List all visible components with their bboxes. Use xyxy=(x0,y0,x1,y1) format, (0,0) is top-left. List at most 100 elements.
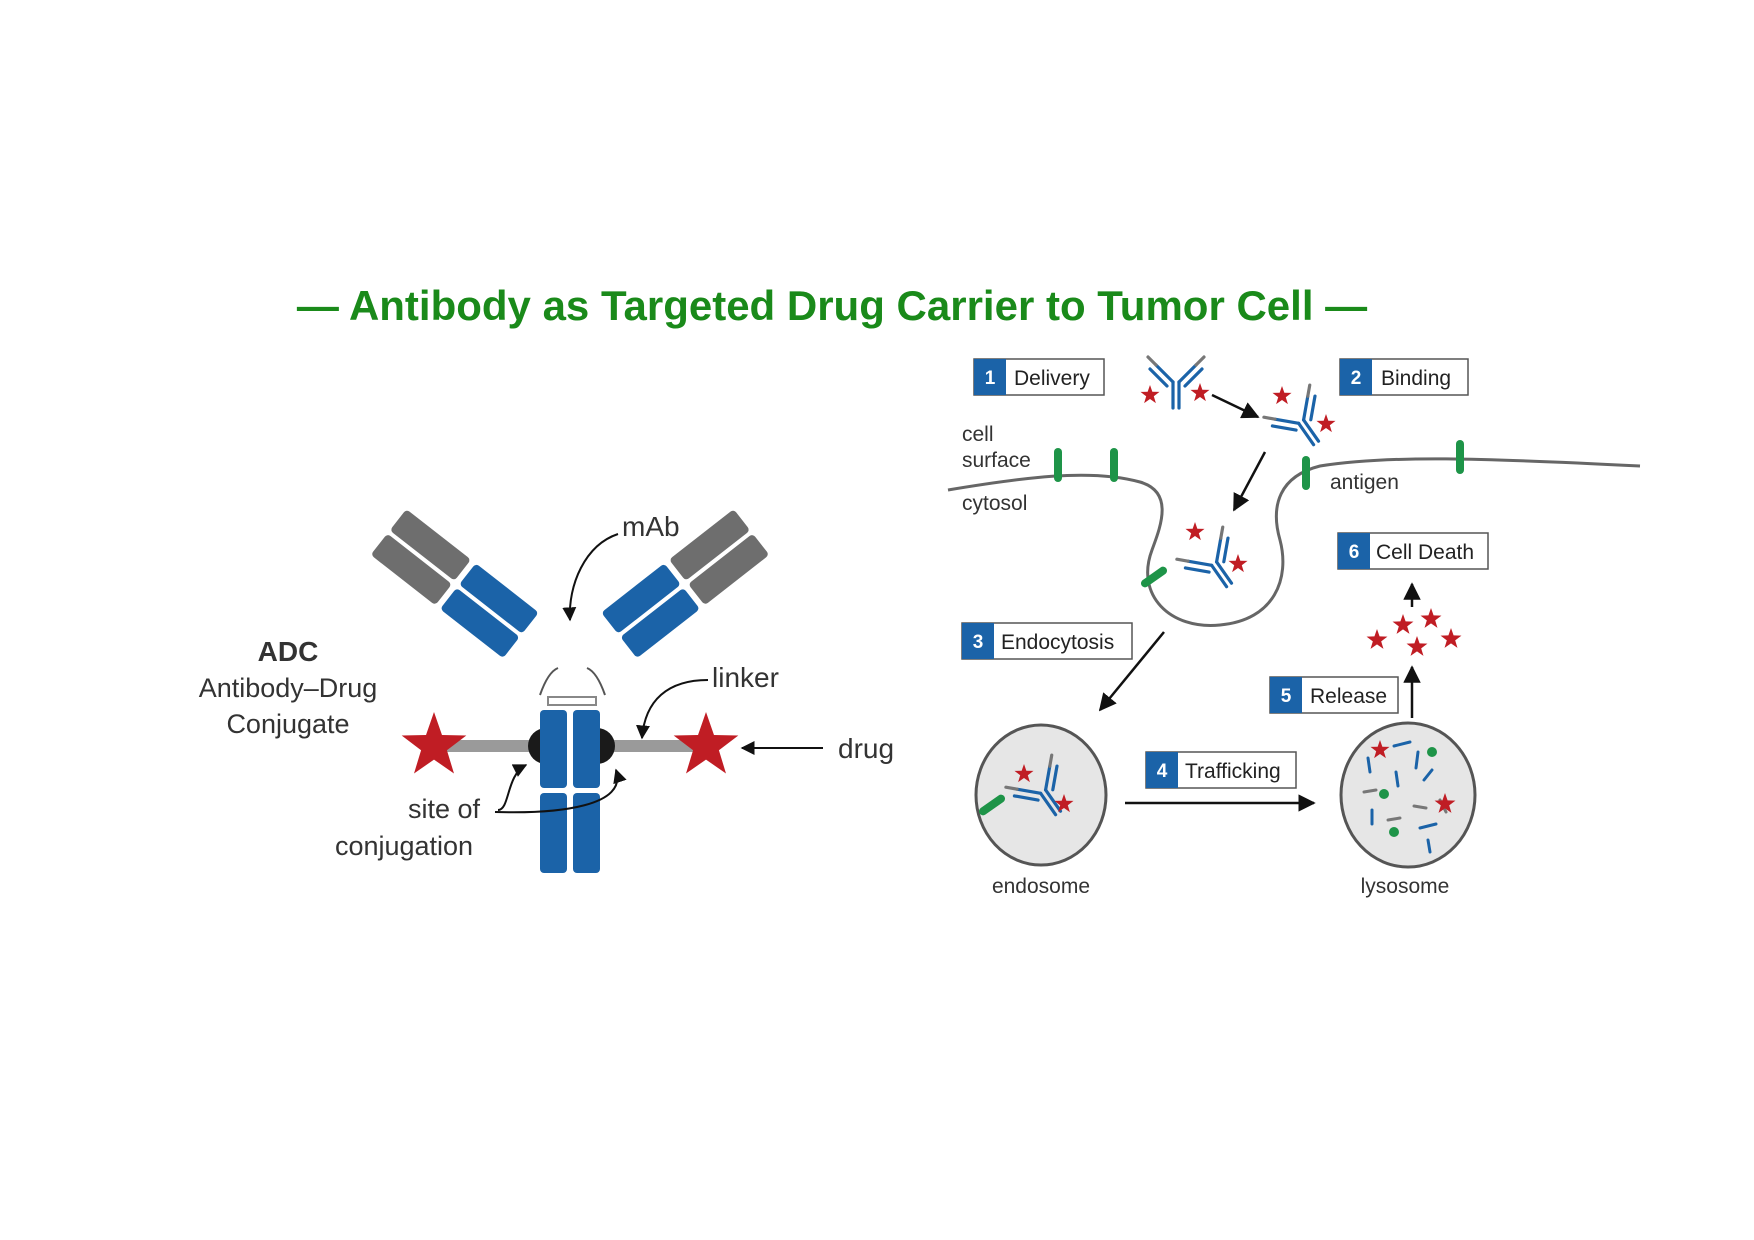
fab-left-light-2 xyxy=(372,535,451,604)
step-number: 1 xyxy=(985,368,996,389)
label-site-line1: site of xyxy=(408,794,481,824)
antigen-4 xyxy=(1456,440,1464,474)
step-label: Endocytosis xyxy=(1001,631,1114,654)
fab-left xyxy=(372,510,538,657)
released-drug-2 xyxy=(1392,614,1414,634)
fab-right-light-1 xyxy=(670,510,749,580)
linker-left xyxy=(430,740,540,752)
step-label: Trafficking xyxy=(1185,760,1281,783)
label-drug: drug xyxy=(838,733,894,764)
antigen-2 xyxy=(1110,448,1118,482)
step-number: 6 xyxy=(1349,542,1360,563)
fab-left-heavy-2 xyxy=(441,589,519,657)
fragment xyxy=(1392,740,1412,748)
antigen-3 xyxy=(1302,456,1310,490)
arrow-endocytosis xyxy=(1098,631,1165,712)
released-drug-1 xyxy=(1366,629,1388,649)
adc-structure: ADC Antibody–Drug Conjugate mAb linker d… xyxy=(199,510,894,873)
fragment xyxy=(1362,788,1378,794)
drug-star-left xyxy=(401,712,467,774)
fragment xyxy=(1426,838,1432,854)
step-box-binding: 2 Binding xyxy=(1339,358,1469,396)
adc-pit-drug-2 xyxy=(1228,554,1248,573)
step-number-bg xyxy=(1270,677,1302,713)
label-lysosome: lysosome xyxy=(1361,875,1450,898)
adc-subtitle-line1: Antibody–Drug xyxy=(199,673,378,703)
fragment xyxy=(1412,804,1428,810)
fragment xyxy=(1394,770,1400,788)
adc-pit-drug-1 xyxy=(1185,522,1205,541)
fragment xyxy=(1418,822,1438,830)
step-label: Release xyxy=(1310,685,1387,708)
adc-delivery-drug-2 xyxy=(1190,383,1210,402)
hinge xyxy=(539,667,606,696)
heavy-chain-right-lower xyxy=(573,793,600,873)
fragment xyxy=(1386,816,1402,822)
step-number-bg xyxy=(1146,752,1178,788)
fab-right xyxy=(602,510,768,657)
fab-right-heavy-2 xyxy=(621,589,699,657)
antigen-1 xyxy=(1054,448,1062,482)
label-site-line2: conjugation xyxy=(335,831,473,861)
step-box-release: 5 Release xyxy=(1269,676,1399,714)
step-number-bg xyxy=(1340,359,1372,395)
step-box-trafficking: 4 Trafficking xyxy=(1145,751,1297,789)
label-surface: surface xyxy=(962,449,1031,472)
heavy-chain-left-lower xyxy=(540,793,567,873)
fab-right-light-2 xyxy=(689,535,768,604)
page-title: — Antibody as Targeted Drug Carrier to T… xyxy=(296,282,1368,329)
arrow-delivery-to-binding xyxy=(1211,393,1260,419)
label-antigen: antigen xyxy=(1330,471,1399,494)
adc-subtitle-line2: Conjugate xyxy=(226,709,349,739)
step-number-bg xyxy=(974,359,1006,395)
fab-left-heavy-1 xyxy=(460,564,538,633)
step-number-bg xyxy=(962,623,994,659)
released-drug-4 xyxy=(1406,636,1428,656)
label-cell: cell xyxy=(962,423,994,446)
antigen-in-pit xyxy=(1140,566,1168,588)
linker-arrow xyxy=(636,679,709,740)
lysosome-vesicle xyxy=(1339,721,1477,869)
endosome-antigen xyxy=(978,794,1006,816)
step-label: Delivery xyxy=(1014,367,1090,390)
step-number-bg xyxy=(1338,533,1370,569)
adc-delivery-icon xyxy=(1146,355,1206,410)
adc-heading: ADC xyxy=(258,636,319,667)
fab-right-heavy-1 xyxy=(602,564,680,633)
lysosome-antigen-fragment-1 xyxy=(1427,747,1437,757)
lysosome-antigen-fragment-2 xyxy=(1379,789,1389,799)
adc-bound-drug-2 xyxy=(1316,414,1336,433)
site-arrow-right xyxy=(494,768,627,814)
fragment xyxy=(1422,768,1434,782)
step-number: 5 xyxy=(1281,686,1292,707)
step-box-endocytosis: 3 Endocytosis xyxy=(961,622,1133,660)
mab-arrow xyxy=(562,533,619,622)
hinge-bridge xyxy=(547,696,597,706)
cell-membrane xyxy=(947,457,1641,627)
step-number: 2 xyxy=(1351,368,1362,389)
mechanism-diagram: 1 Delivery 2 Binding 3 Endocytosis 4 Tra… xyxy=(947,355,1641,898)
released-drug-5 xyxy=(1440,628,1462,648)
step-number: 3 xyxy=(973,632,984,653)
step-label: Cell Death xyxy=(1376,541,1474,564)
lysosome-antigen-fragment-3 xyxy=(1389,827,1399,837)
step-box-cell-death: 6 Cell Death xyxy=(1337,532,1489,570)
label-cytosol: cytosol xyxy=(962,492,1027,515)
fab-left-light-1 xyxy=(391,510,470,580)
step-number: 4 xyxy=(1157,761,1168,782)
drug-star-right xyxy=(673,712,739,774)
adc-delivery-drug-1 xyxy=(1140,385,1160,404)
label-linker: linker xyxy=(712,662,779,693)
arrow-binding-to-pit xyxy=(1232,451,1267,512)
site-arrow-left xyxy=(497,764,528,811)
label-endosome: endosome xyxy=(992,875,1090,898)
adc-bound-drug-1 xyxy=(1272,386,1292,405)
step-label: Binding xyxy=(1381,367,1451,390)
released-drug-3 xyxy=(1420,608,1442,628)
linker-right xyxy=(600,740,710,752)
step-box-delivery: 1 Delivery xyxy=(973,358,1105,396)
label-mab: mAb xyxy=(622,511,680,542)
heavy-chain-right-upper xyxy=(573,710,600,788)
heavy-chain-left-upper xyxy=(540,710,567,788)
